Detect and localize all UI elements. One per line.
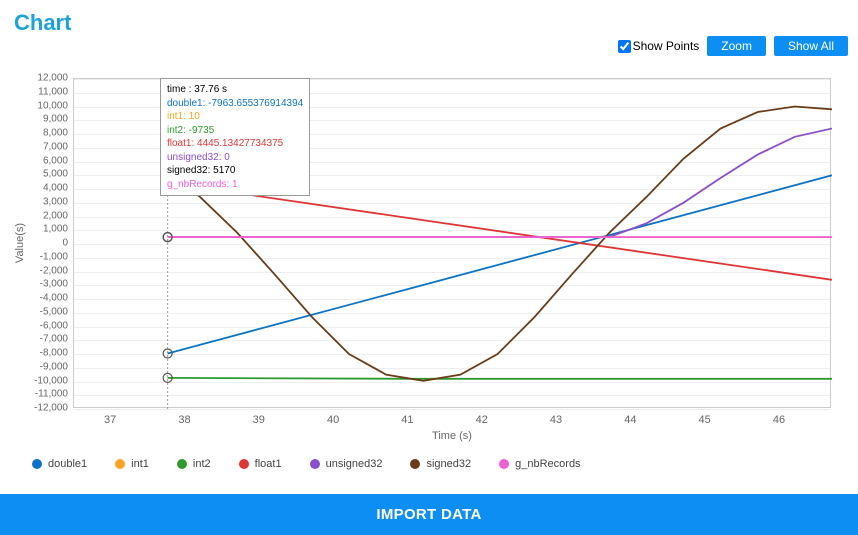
import-data-button[interactable]: IMPORT DATA <box>0 494 858 535</box>
x-axis-label: Time (s) <box>432 430 472 442</box>
y-tick-label: -4,000 <box>28 293 68 304</box>
legend-dot-icon <box>177 459 187 469</box>
chart-tooltip: time : 37.76 sdouble1: -7963.65537691439… <box>160 78 310 196</box>
legend-item-g_nbRecords[interactable]: g_nbRecords <box>499 458 580 470</box>
series-line-int2 <box>168 378 832 379</box>
legend-dot-icon <box>310 459 320 469</box>
y-tick-label: 7,000 <box>28 141 68 152</box>
legend-label: unsigned32 <box>326 458 383 470</box>
y-tick-label: -6,000 <box>28 320 68 331</box>
x-tick-label: 38 <box>178 414 190 426</box>
legend-item-unsigned32[interactable]: unsigned32 <box>310 458 383 470</box>
y-tick-label: -10,000 <box>28 375 68 386</box>
show-all-button[interactable]: Show All <box>774 36 848 56</box>
y-axis-label: Value(s) <box>14 223 26 263</box>
y-tick-label: 12,000 <box>28 73 68 84</box>
x-tick-label: 41 <box>401 414 413 426</box>
y-tick-label: 6,000 <box>28 155 68 166</box>
gridline <box>74 409 830 410</box>
y-tick-label: 10,000 <box>28 100 68 111</box>
show-points-toggle[interactable]: Show Points <box>618 39 700 53</box>
show-points-label: Show Points <box>633 39 700 53</box>
legend-item-signed32[interactable]: signed32 <box>410 458 471 470</box>
x-tick-label: 43 <box>550 414 562 426</box>
tooltip-row: double1: -7963.655376914394 <box>167 97 303 111</box>
y-tick-label: -5,000 <box>28 306 68 317</box>
x-tick-label: 45 <box>699 414 711 426</box>
y-tick-label: 0 <box>28 238 68 249</box>
tooltip-row: signed32: 5170 <box>167 164 303 178</box>
y-tick-label: -9,000 <box>28 361 68 372</box>
y-tick-label: 2,000 <box>28 210 68 221</box>
legend-item-int1[interactable]: int1 <box>115 458 149 470</box>
legend-item-int2[interactable]: int2 <box>177 458 211 470</box>
legend-dot-icon <box>32 459 42 469</box>
y-tick-label: -3,000 <box>28 279 68 290</box>
y-tick-label: -8,000 <box>28 348 68 359</box>
y-tick-label: 3,000 <box>28 196 68 207</box>
legend-label: float1 <box>255 458 282 470</box>
chart-legend: double1 int1 int2 float1 unsigned32 signed32 g… <box>32 458 581 470</box>
y-tick-label: 11,000 <box>28 86 68 97</box>
x-tick-label: 40 <box>327 414 339 426</box>
tooltip-row: int1: 10 <box>167 110 303 124</box>
legend-label: signed32 <box>426 458 471 470</box>
legend-dot-icon <box>410 459 420 469</box>
y-tick-label: -2,000 <box>28 265 68 276</box>
tooltip-row: unsigned32: 0 <box>167 151 303 165</box>
legend-label: int1 <box>131 458 149 470</box>
y-tick-label: -11,000 <box>28 389 68 400</box>
tooltip-row: float1: 4445.13427734375 <box>167 137 303 151</box>
x-tick-label: 37 <box>104 414 116 426</box>
y-tick-label: 5,000 <box>28 169 68 180</box>
y-tick-label: 8,000 <box>28 128 68 139</box>
tooltip-row: time : 37.76 s <box>167 83 303 97</box>
legend-dot-icon <box>499 459 509 469</box>
zoom-button[interactable]: Zoom <box>707 36 766 56</box>
chart-controls: Show Points Zoom Show All <box>618 36 848 56</box>
y-tick-label: 9,000 <box>28 114 68 125</box>
page-title: Chart <box>14 10 844 36</box>
x-tick-label: 44 <box>624 414 636 426</box>
y-tick-label: -7,000 <box>28 334 68 345</box>
legend-label: g_nbRecords <box>515 458 580 470</box>
x-tick-label: 42 <box>476 414 488 426</box>
legend-item-float1[interactable]: float1 <box>239 458 282 470</box>
legend-dot-icon <box>239 459 249 469</box>
x-tick-label: 39 <box>253 414 265 426</box>
y-tick-label: -12,000 <box>28 403 68 414</box>
y-tick-label: -1,000 <box>28 251 68 262</box>
x-tick-label: 46 <box>773 414 785 426</box>
y-tick-label: 1,000 <box>28 224 68 235</box>
legend-item-double1[interactable]: double1 <box>32 458 87 470</box>
legend-label: double1 <box>48 458 87 470</box>
legend-label: int2 <box>193 458 211 470</box>
tooltip-row: int2: -9735 <box>167 124 303 138</box>
y-tick-label: 4,000 <box>28 183 68 194</box>
tooltip-row: g_nbRecords: 1 <box>167 178 303 192</box>
show-points-checkbox[interactable] <box>618 40 631 53</box>
legend-dot-icon <box>115 459 125 469</box>
